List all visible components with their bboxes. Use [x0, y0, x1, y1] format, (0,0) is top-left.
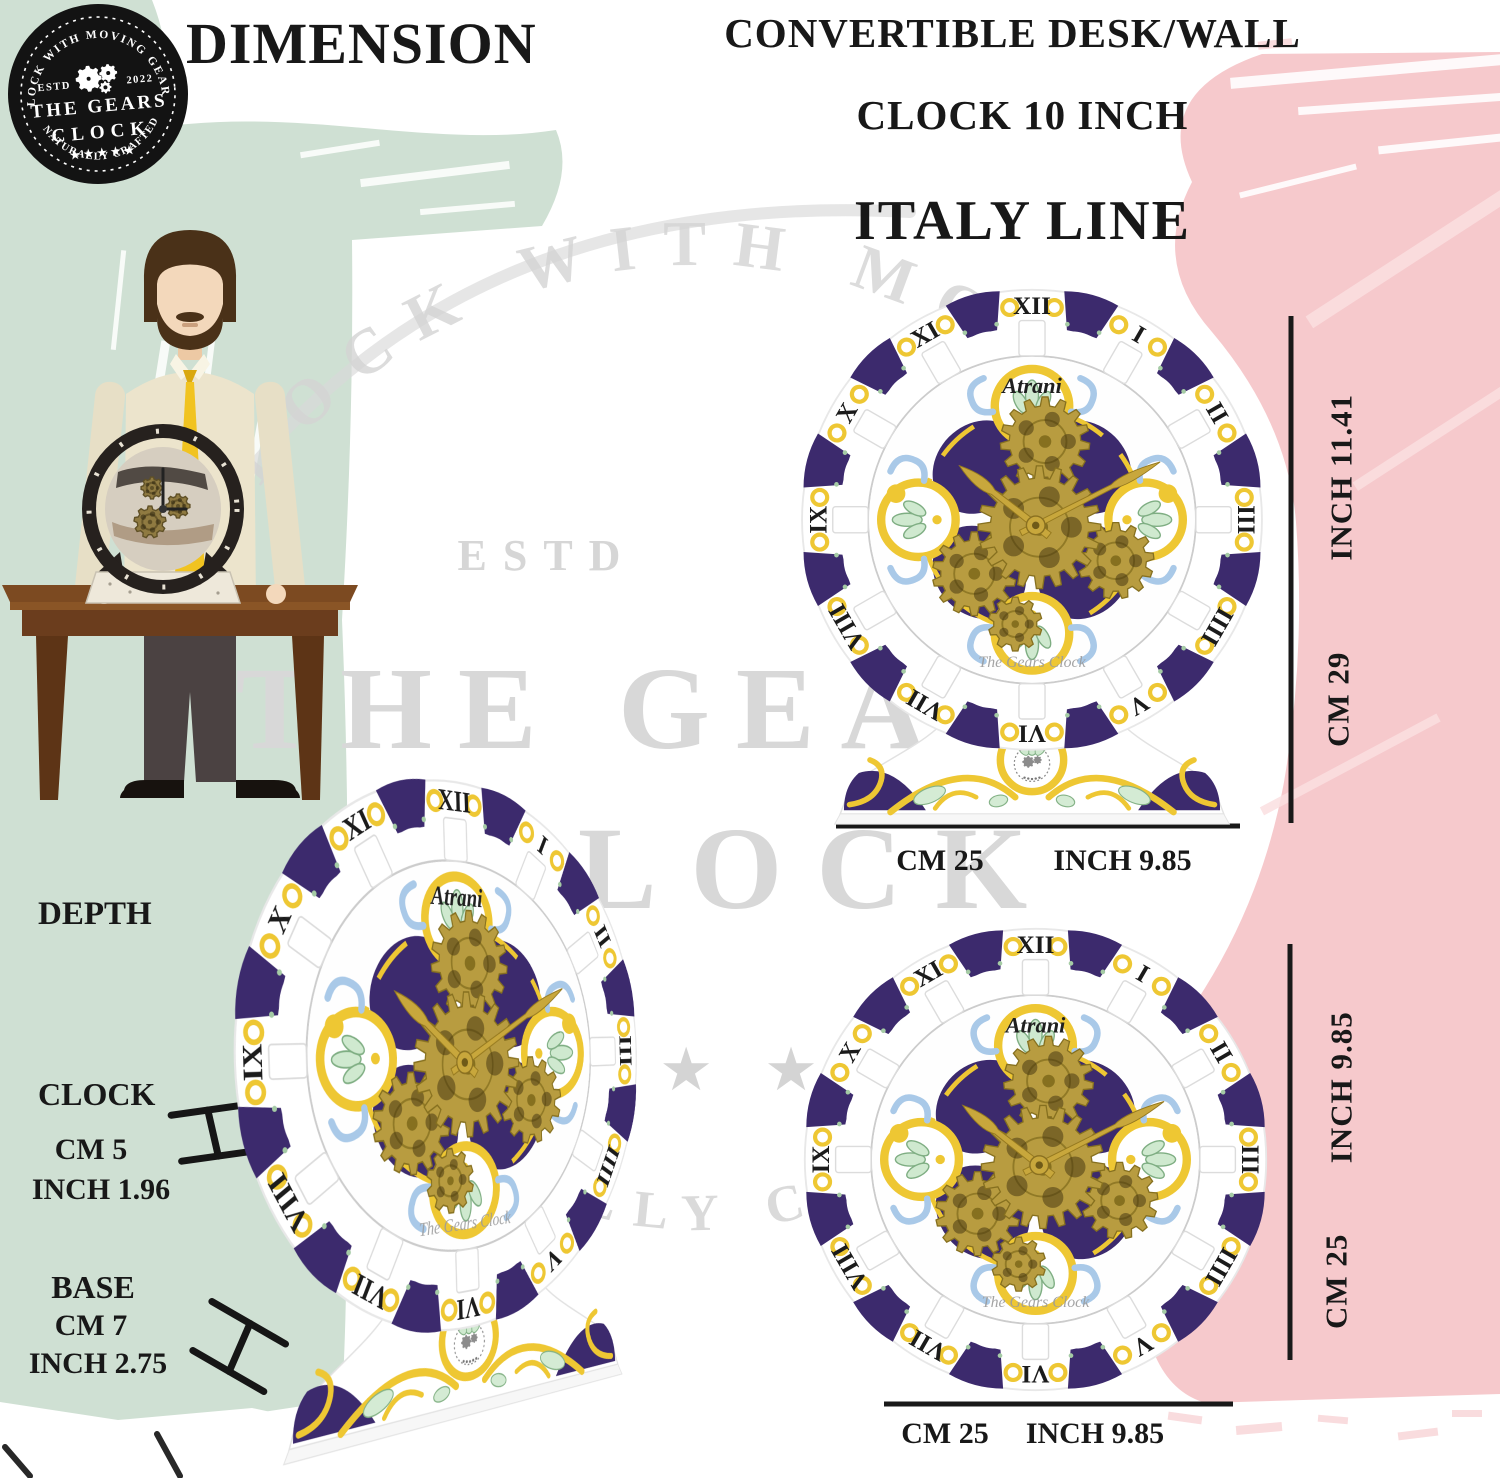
clock-desk-front-view	[799, 287, 1265, 827]
wall-width-inch-label: INCH 9.85	[1025, 1417, 1165, 1450]
clock-depth-marker-icon	[167, 1101, 257, 1165]
brand-badge: CLOCK WITH MOVING GEARS ESTD 2022 THE GE…	[8, 4, 188, 184]
gear-icon	[165, 493, 191, 519]
beard	[157, 304, 223, 350]
mustache	[176, 312, 204, 322]
product-title-line2: CLOCK 10 INCH	[856, 92, 1189, 138]
badge-gears-icon	[75, 64, 118, 94]
shoe-left	[120, 780, 184, 798]
clock-side-view	[222, 744, 646, 1478]
pink-white-streaks	[1230, 54, 1500, 199]
desk-width-inch-label: INCH 9.85	[1053, 844, 1192, 877]
dimension-lines	[836, 316, 1294, 1407]
watermark-arc-swoosh	[179, 204, 916, 566]
hand-right	[266, 584, 286, 604]
bottom-white-band	[0, 1402, 354, 1478]
green-brush-stripe	[0, 0, 563, 1452]
tie-knot	[183, 370, 197, 384]
depth-clock-inch: INCH 1.96	[31, 1173, 171, 1206]
gear-icon	[99, 64, 118, 82]
depth-base-cm: CM 7	[54, 1309, 128, 1342]
depth-base-inch: INCH 2.75	[28, 1347, 168, 1380]
depth-clock-label: CLOCK	[38, 1076, 156, 1112]
gear-icon	[75, 65, 102, 92]
table-apron	[22, 610, 338, 636]
desk-width-cm-label: CM 25	[896, 844, 984, 877]
face	[156, 252, 224, 340]
product-title-line3: ITALY LINE	[854, 190, 1191, 252]
wall-width-cm-label: CM 25	[901, 1417, 989, 1450]
corner-brush-marks	[2, 1431, 183, 1478]
depth-base-label: BASE	[51, 1269, 135, 1305]
table-gears-clock	[82, 424, 244, 604]
product-title-line1: CONVERTIBLE DESK/WALL	[724, 10, 1301, 56]
arm-left	[75, 381, 126, 600]
desk-height-cm-label: CM 29	[1320, 651, 1356, 747]
desk-height-inch-label: INCH 11.41	[1323, 393, 1359, 561]
depth-clock-cm: CM 5	[54, 1133, 128, 1166]
shoe-right	[236, 780, 300, 798]
table-leg-left	[36, 636, 68, 800]
clock-wall-view	[802, 926, 1269, 1393]
depth-heading: DEPTH	[38, 896, 152, 932]
mouth	[182, 323, 198, 327]
badge-circle	[8, 4, 188, 184]
badge-year: 2022	[126, 73, 154, 86]
page-title: DIMENSION	[186, 11, 537, 76]
pants	[144, 608, 236, 782]
table-edge	[10, 602, 350, 610]
gear-icon	[140, 476, 164, 500]
pink-light-streaks	[1259, 185, 1500, 816]
pink-speckles	[1167, 38, 1482, 1441]
depth-markers	[167, 1101, 290, 1396]
base-depth-marker-icon	[189, 1297, 290, 1396]
badge-estd: ESTD	[37, 80, 71, 94]
watermark-estd: ESTD	[458, 531, 637, 580]
badge-stars: ★★★★★	[68, 142, 137, 163]
hair	[143, 230, 237, 322]
table-leg-right	[292, 636, 324, 800]
arm-right	[254, 381, 305, 600]
craftsman-illustration	[2, 230, 358, 800]
wall-height-inch-label: INCH 9.85	[1323, 1011, 1359, 1164]
gear-icon	[99, 81, 112, 94]
wall-height-cm-label: CM 25	[1318, 1233, 1354, 1329]
